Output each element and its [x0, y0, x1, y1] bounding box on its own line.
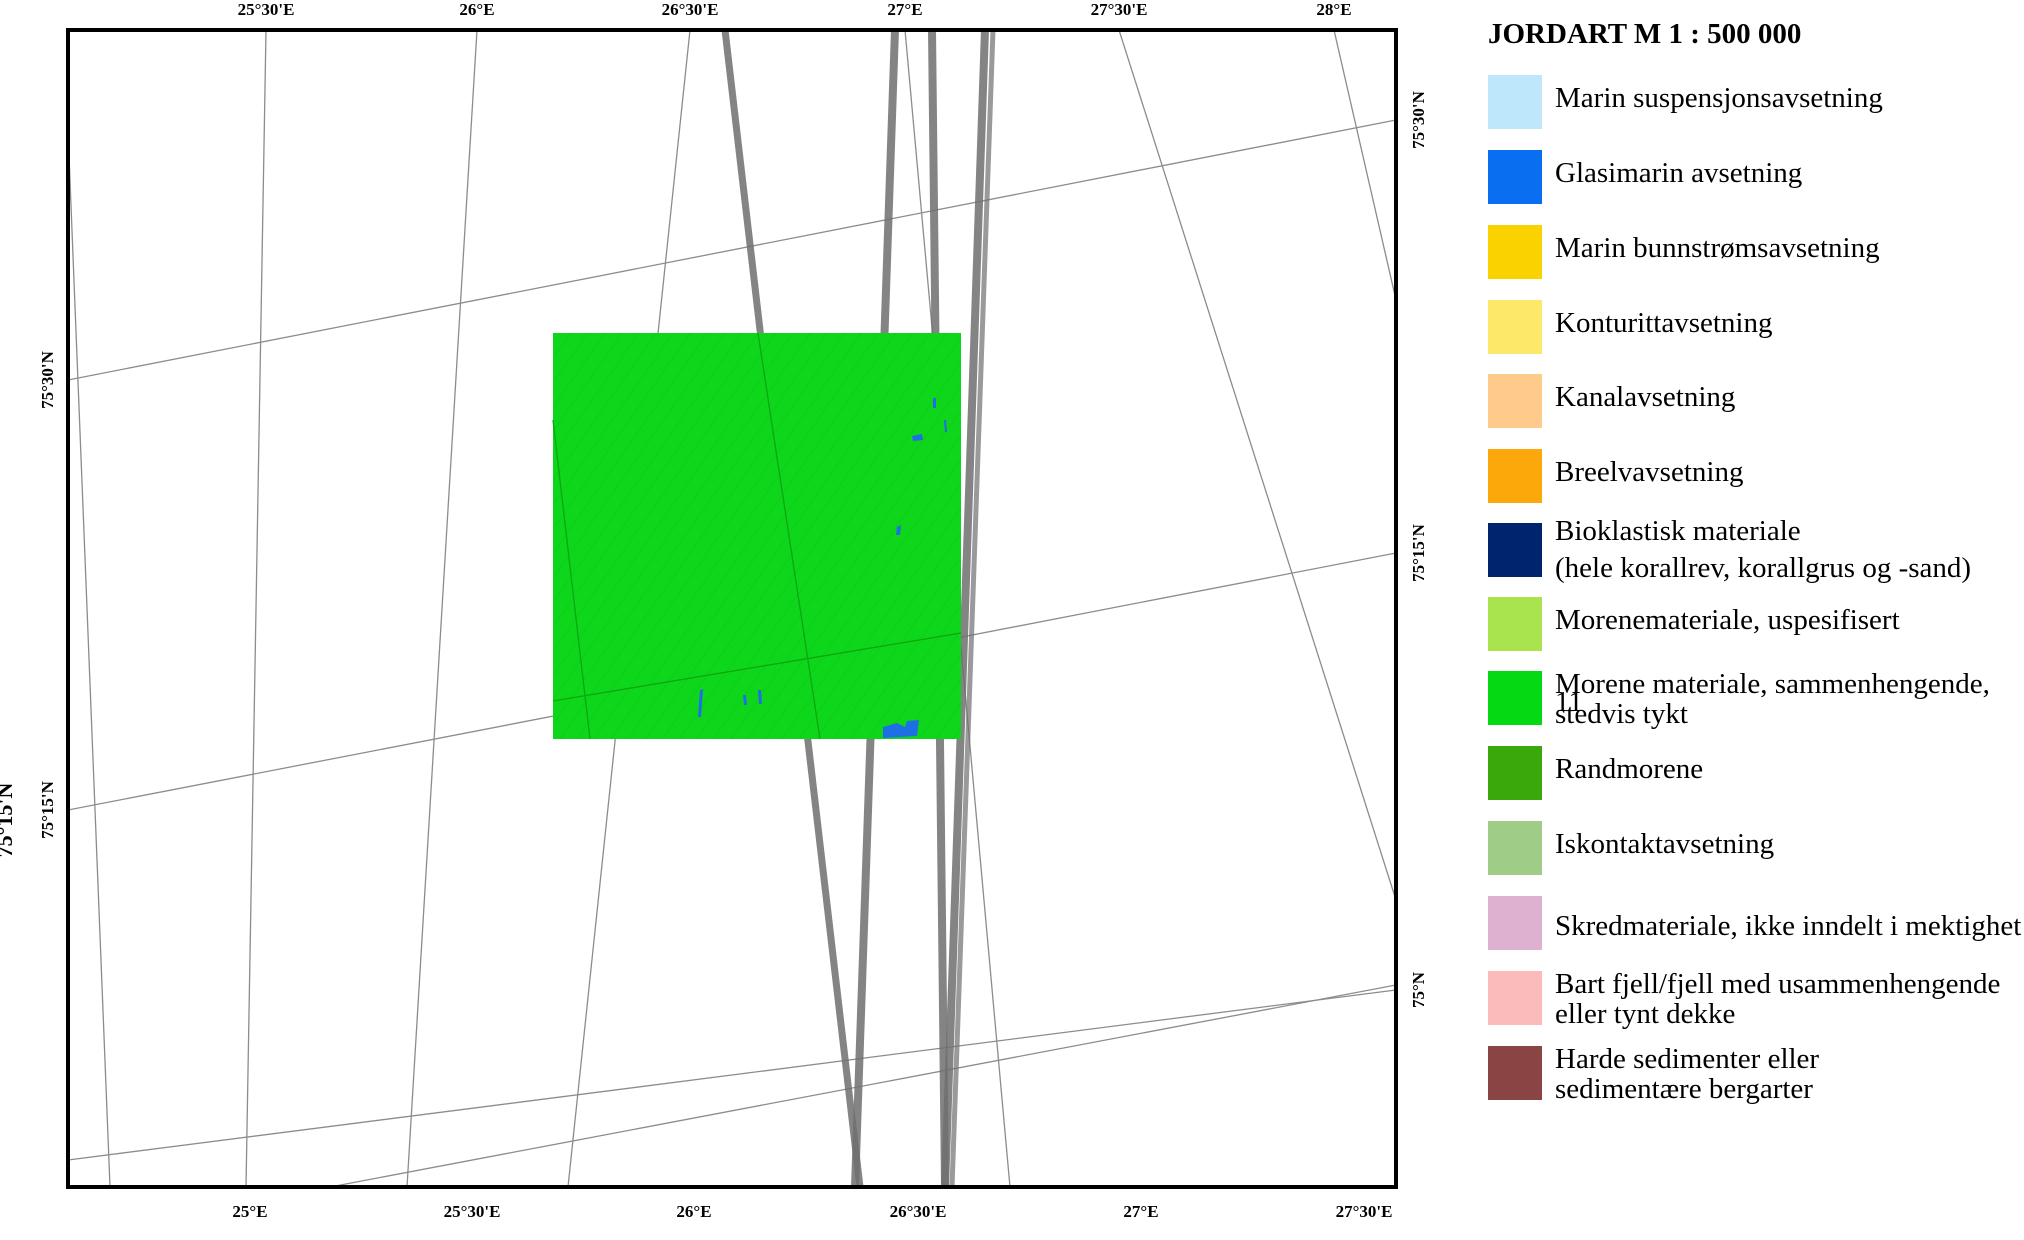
legend-item-kanal: Kanalavsetning: [1488, 374, 2024, 428]
top-tick-label: 27°E: [887, 0, 922, 19]
legend-label-line: eller tynt dekke: [1555, 999, 2000, 1029]
legend-item-morene-uspesifisert: Morenemateriale, uspesifisert: [1488, 597, 2024, 651]
legend-swatch: [1488, 971, 1542, 1025]
bottom-tick-label: 25°30'E: [444, 1202, 501, 1221]
bottom-tick-label: 26°30'E: [890, 1202, 947, 1221]
graticule-line: [68, 990, 1396, 1160]
legend-label: Skredmateriale, ikke inndelt i mektighet: [1555, 910, 2021, 942]
legend-label: Marin suspensjonsavsetning: [1555, 82, 1883, 114]
survey-area-texture: [553, 333, 961, 739]
legend-swatch: [1488, 523, 1542, 577]
bottom-tick-label: 27°30'E: [1336, 1202, 1393, 1221]
legend-label-line: Bart fjell/fjell med usammenhengende: [1555, 969, 2000, 999]
legend-item-randmorene: Randmorene: [1488, 746, 2024, 800]
legend-label-line: (hele korallrev, korallgrus og -sand): [1555, 552, 1971, 584]
legend-item-marin-suspensjon: Marin suspensjonsavsetning: [1488, 75, 2024, 129]
graticule-line: [1119, 30, 1396, 900]
legend-swatch: [1488, 449, 1542, 503]
legend-item-glasimarin: Glasimarin avsetning: [1488, 150, 2024, 204]
legend-item-breelv: Breelvavsetning: [1488, 449, 2024, 503]
legend-swatch: [1488, 374, 1542, 428]
bottom-axis-labels: 25°E 25°30'E 26°E 26°30'E 27°E 27°30'E: [232, 1202, 1392, 1221]
right-axis-labels: 75°30'N 75°15'N 75°N: [1409, 90, 1428, 1008]
legend-item-skred: Skredmateriale, ikke inndelt i mektighet: [1488, 896, 2024, 950]
legend-swatch: [1488, 746, 1542, 800]
top-axis-labels: 25°30'E 26°E 26°30'E 27°E 27°30'E 28°E: [238, 0, 1352, 19]
legend-label: Randmorene: [1555, 753, 1703, 785]
top-tick-label: 28°E: [1316, 0, 1351, 19]
legend-title: JORDART M 1 : 500 000: [1488, 18, 1801, 51]
map-panel: 25°30'E 26°E 26°30'E 27°E 27°30'E 28°E 2…: [0, 0, 1488, 1240]
legend-item-konturitt: Konturittavsetning: [1488, 300, 2024, 354]
bottom-tick-label: 27°E: [1123, 1202, 1158, 1221]
legend-label: Marin bunnstrømsavsetning: [1555, 232, 1880, 264]
bottom-tick-label: 26°E: [676, 1202, 711, 1221]
legend-label: Breelvavsetning: [1555, 456, 1743, 488]
legend: JORDART M 1 : 500 000 Marin suspensjonsa…: [1488, 0, 2024, 1240]
graticule-line: [407, 30, 477, 1187]
legend-label-line: Harde sedimenter eller: [1555, 1044, 1819, 1074]
stray-label: 11: [1555, 686, 1583, 719]
legend-label: Iskontaktavsetning: [1555, 828, 1774, 860]
glacimarine-patch: [933, 398, 936, 408]
left-tick-label: 75°15'N: [0, 782, 17, 857]
graticule-line: [68, 130, 110, 1187]
legend-swatch: [1488, 75, 1542, 129]
legend-swatch: [1488, 1046, 1542, 1100]
legend-label: Bart fjell/fjell med usammenhengende ell…: [1555, 969, 2000, 1029]
legend-label: Morenemateriale, uspesifisert: [1555, 604, 1900, 636]
right-tick-label: 75°N: [1409, 971, 1428, 1008]
top-tick-label: 26°E: [459, 0, 494, 19]
legend-label-line: sedimentære bergarter: [1555, 1074, 1819, 1104]
right-tick-label: 75°30'N: [1409, 90, 1428, 149]
legend-swatch: [1488, 150, 1542, 204]
right-tick-label: 75°15'N: [1409, 523, 1428, 582]
graticule-line: [1334, 30, 1396, 300]
legend-label-line: Bioklastisk materiale: [1555, 515, 1971, 547]
top-tick-label: 26°30'E: [662, 0, 719, 19]
top-tick-label: 25°30'E: [238, 0, 295, 19]
legend-label: Konturittavsetning: [1555, 307, 1772, 339]
legend-label-line: Morene materiale, sammenhengende,: [1555, 669, 1990, 699]
legend-swatch: [1488, 597, 1542, 651]
legend-label: Glasimarin avsetning: [1555, 157, 1802, 189]
legend-label: Kanalavsetning: [1555, 381, 1735, 413]
legend-swatch: [1488, 896, 1542, 950]
graticule-line: [246, 30, 266, 1187]
legend-label-line: stedvis tykt: [1555, 699, 1990, 729]
legend-item-marin-bunnstrom: Marin bunnstrømsavsetning: [1488, 225, 2024, 279]
legend-swatch: [1488, 821, 1542, 875]
left-tick-label: 75°15'N: [38, 780, 57, 839]
legend-swatch: [1488, 671, 1542, 725]
legend-label: Bioklastisk materiale (hele korallrev, k…: [1555, 515, 1971, 584]
legend-label: Morene materiale, sammenhengende, stedvi…: [1555, 669, 1990, 729]
bottom-tick-label: 25°E: [232, 1202, 267, 1221]
left-axis-labels: 75°30'N 75°15'N 75°15'N: [0, 350, 57, 857]
map-content: [68, 30, 1396, 1187]
legend-item-bart-fjell: Bart fjell/fjell med usammenhengende ell…: [1488, 971, 2024, 1025]
left-tick-label: 75°30'N: [38, 350, 57, 409]
legend-item-iskontakt: Iskontaktavsetning: [1488, 821, 2024, 875]
legend-item-bioklastisk: Bioklastisk materiale (hele korallrev, k…: [1488, 523, 2024, 577]
legend-label: Harde sedimenter eller sedimentære berga…: [1555, 1044, 1819, 1104]
legend-swatch: [1488, 300, 1542, 354]
top-tick-label: 27°30'E: [1091, 0, 1148, 19]
legend-swatch: [1488, 225, 1542, 279]
survey-area: [553, 333, 961, 739]
legend-item-harde-sedimenter: Harde sedimenter eller sedimentære berga…: [1488, 1046, 2024, 1100]
